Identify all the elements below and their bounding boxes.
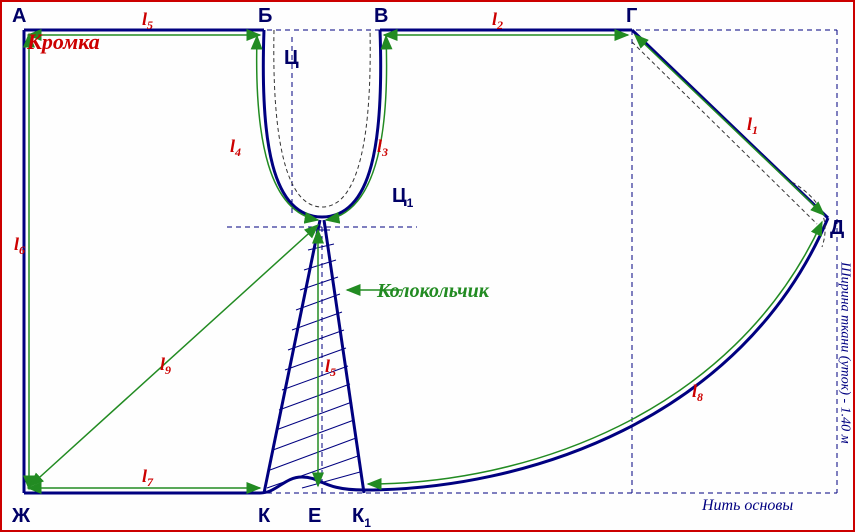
pt-Zh: Ж [11, 505, 31, 527]
pt-K1: К1 [352, 505, 371, 530]
pt-E: Е [308, 505, 321, 527]
pt-A: А [12, 5, 26, 27]
right-note: Ширина ткани (уток) - 1.40 м [838, 261, 853, 444]
svg-text:l4: l4 [230, 136, 241, 159]
svg-text:l7: l7 [142, 466, 154, 489]
svg-text:l2: l2 [492, 9, 503, 32]
kolokolchik-label: Колокольчик [376, 280, 490, 302]
pt-V: В [374, 5, 388, 27]
pt-Ts1: Ц1 [392, 185, 414, 210]
pt-B: Б [258, 5, 272, 27]
diagram-container: А Б В Г Ц Ц1 Д Ж К Е К1 l5 l2 l1 l4 l3 l… [0, 0, 855, 532]
svg-text:l5: l5 [325, 356, 336, 379]
diagram-svg: А Б В Г Ц Ц1 Д Ж К Е К1 l5 l2 l1 l4 l3 l… [2, 2, 853, 530]
pt-G: Г [626, 5, 637, 27]
svg-text:l5: l5 [142, 9, 153, 32]
hatch-area [267, 230, 360, 488]
svg-text:l9: l9 [160, 354, 171, 377]
pt-Ts: Ц [284, 47, 299, 69]
pt-K: К [258, 505, 271, 527]
svg-text:l3: l3 [377, 136, 388, 159]
point-labels: А Б В Г Ц Ц1 Д Ж К Е К1 [11, 5, 844, 530]
kromka-label: Кромка [26, 29, 100, 54]
bottom-note: Нить основы [701, 497, 793, 514]
pt-D: Д [830, 217, 844, 239]
svg-text:l1: l1 [747, 114, 758, 137]
